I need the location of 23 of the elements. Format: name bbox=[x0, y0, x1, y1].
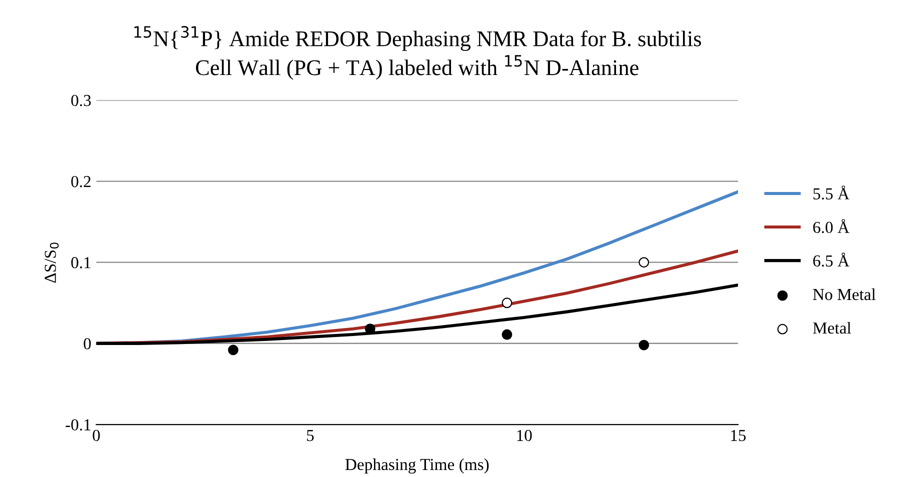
chart-title: $^{15}$N{$^{31}$P} Amide REDOR Dephasing NMR Data for B. subtilis Cell Wall (PG + TA) labeled with $^{15}$N D-Alanine bbox=[134, 26, 702, 80]
legend-label: Metal bbox=[812, 322, 852, 334]
x-axis-title: Dephasing Time (ms) bbox=[345, 458, 489, 474]
y-tick-label: 0.2 bbox=[71, 176, 91, 188]
y-tick-label: 0.1 bbox=[71, 257, 90, 268]
point bbox=[638, 257, 650, 268]
y-tick-label: 0.3 bbox=[71, 94, 91, 106]
point bbox=[502, 298, 512, 308]
line-series bbox=[96, 284, 738, 345]
x-tick-label: 5 bbox=[307, 430, 314, 442]
x-tick-label: 15 bbox=[731, 430, 746, 442]
point bbox=[502, 329, 512, 340]
legend-label: 6.0 Å bbox=[813, 219, 850, 234]
point bbox=[228, 344, 238, 356]
legend-label: No Metal bbox=[812, 288, 876, 300]
point bbox=[638, 340, 650, 350]
legend-label: 5.5 Å bbox=[813, 186, 850, 200]
y-tick-label: -0.1 bbox=[66, 419, 90, 431]
x-tick-label: 10 bbox=[517, 430, 532, 442]
y-tick-label: 0 bbox=[84, 338, 91, 350]
y-axis-title: ΔS/S$_{0}$ bbox=[44, 242, 59, 283]
legend-label: 6.5 Å bbox=[813, 252, 850, 267]
x-tick-label: 0 bbox=[92, 430, 100, 442]
